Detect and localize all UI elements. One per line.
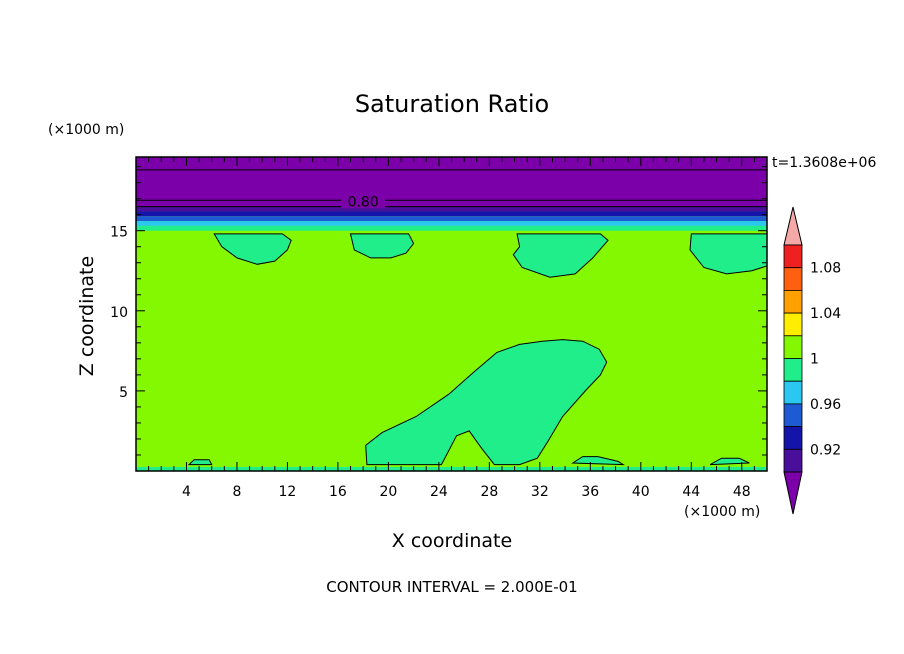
x-tick-label: 28: [480, 484, 498, 500]
time-label: t=1.3608e+06: [772, 155, 876, 171]
colorbar-swatch: [783, 448, 803, 473]
x-tick-label: 12: [279, 484, 297, 500]
contour-label: 0.80: [348, 194, 379, 210]
x-tick-label: 8: [232, 484, 241, 500]
colorbar-label: 1: [810, 352, 819, 368]
central-plume: [365, 339, 608, 466]
surface-patch-1: [187, 459, 213, 466]
x-tick-label: 4: [182, 484, 191, 500]
upper-patch-3: [512, 233, 609, 278]
colorbar-swatch: [783, 380, 803, 405]
contour-label-gap: [341, 192, 386, 209]
z-unit-label: (×1000 m): [48, 122, 124, 138]
colorbar-swatch: [783, 403, 803, 427]
colorbar-swatch: [783, 244, 803, 269]
colorbar-swatch: [783, 335, 803, 359]
x-tick-label: 44: [682, 484, 700, 500]
upper-patch-1: [213, 233, 292, 265]
colorbar-bottom-arrow: [783, 471, 803, 515]
y-tick-label: 15: [110, 225, 128, 241]
colorbar-swatch: [783, 426, 803, 450]
upper-layer-band: [136, 157, 767, 207]
y-axis-label: Z coordinate: [76, 256, 98, 376]
x-axis-label: X coordinate: [392, 530, 512, 552]
y-tick-label: 5: [119, 385, 128, 401]
colorbar-label: 1.04: [810, 306, 841, 322]
colorbar-swatch: [783, 358, 803, 382]
colorbar-top-arrow: [783, 206, 803, 246]
x-tick-label: 36: [581, 484, 599, 500]
x-tick-label: 24: [430, 484, 448, 500]
colorbar: 0.92 0.96 1 1.04 1.08: [783, 206, 841, 515]
transition-band-3: [136, 221, 767, 226]
plot-area: 0.80: [135, 156, 768, 472]
x-tick-label: 48: [733, 484, 751, 500]
y-axis-ticks: 5 10 15: [110, 166, 767, 456]
colorbar-swatch: [783, 267, 803, 291]
transition-band-2: [136, 216, 767, 222]
surface-patch-2: [571, 456, 625, 466]
colorbar-swatch: [783, 312, 803, 337]
x-unit-label: (×1000 m): [684, 504, 760, 520]
y-tick-label: 10: [110, 305, 128, 321]
chart-title: Saturation Ratio: [355, 90, 549, 118]
transition-band-1: [136, 211, 767, 217]
x-tick-label: 40: [632, 484, 650, 500]
contour-interval-text: CONTOUR INTERVAL = 2.000E-01: [326, 578, 577, 596]
x-tick-label: 20: [379, 484, 397, 500]
colorbar-label: 0.96: [810, 397, 841, 413]
x-tick-label: 32: [531, 484, 549, 500]
transition-band-4: [136, 225, 767, 231]
colorbar-label: 1.08: [810, 261, 841, 277]
transition-band-0: [136, 206, 767, 212]
surface-patch-3: [709, 457, 750, 466]
x-axis-ticks: 4 8 12 16 20 24 28 32 36 40 44 48: [148, 157, 755, 500]
colorbar-label: 0.92: [810, 442, 841, 458]
x-tick-label: 16: [329, 484, 347, 500]
colorbar-swatch: [783, 289, 803, 314]
upper-patch-2: [349, 233, 415, 259]
